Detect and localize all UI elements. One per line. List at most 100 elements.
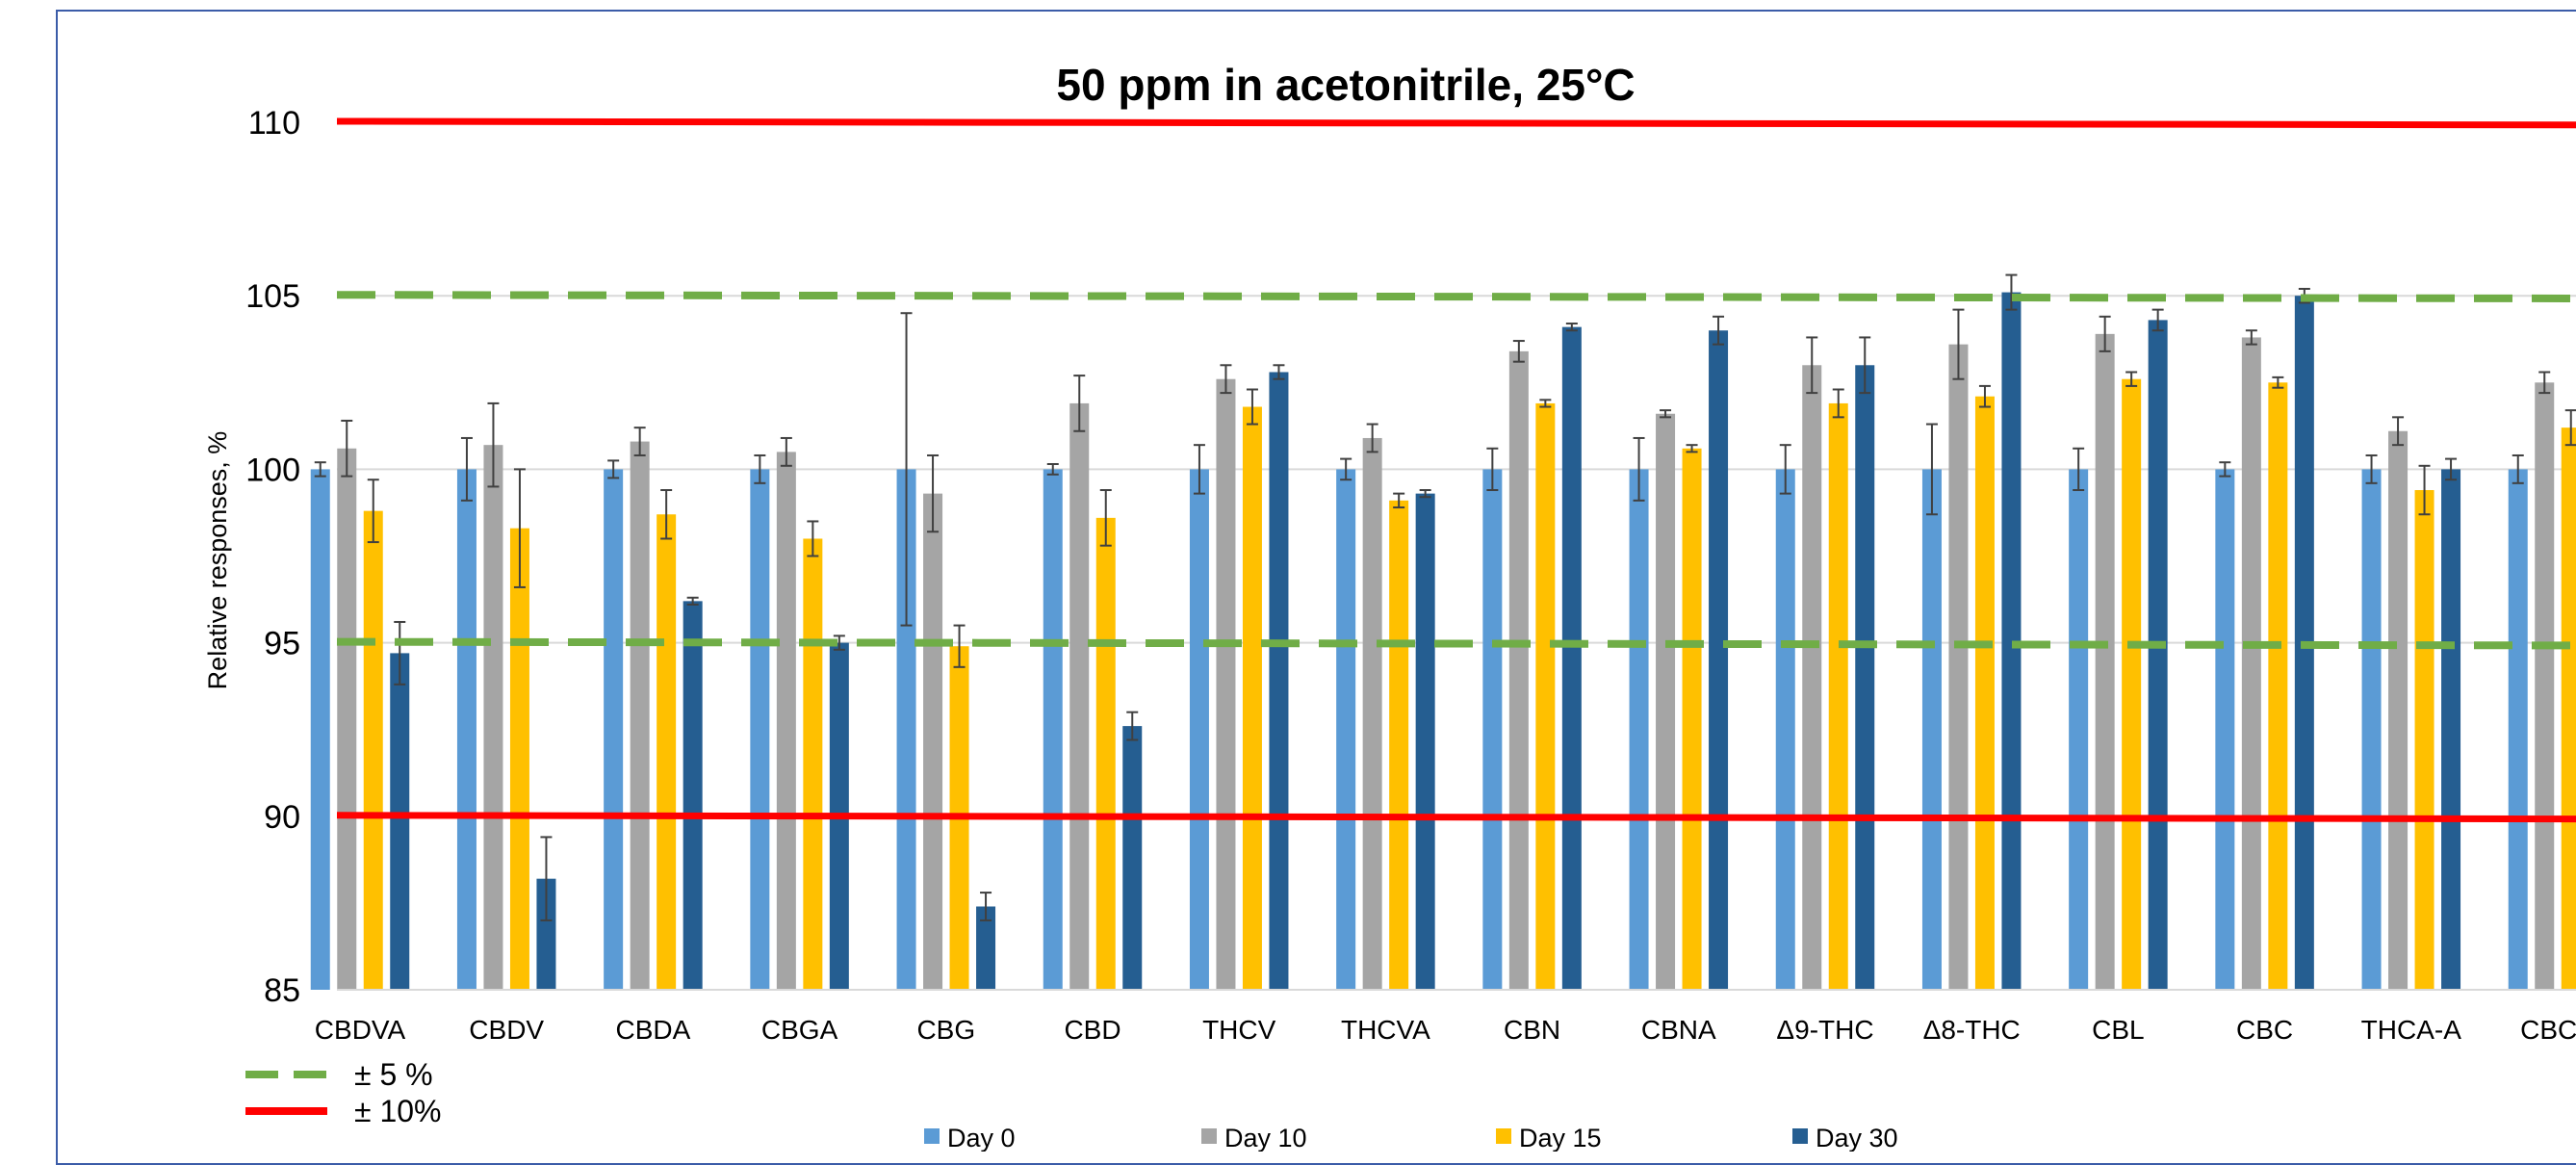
axes: 85 90 95 100 105 110 CBDVA CBDV CBDA CBGA CBG CBD TH…	[245, 105, 2576, 1045]
legend-swatch	[924, 1128, 940, 1144]
bar	[2095, 333, 2115, 990]
reference-line-5pct	[336, 637, 2576, 650]
bar	[803, 538, 823, 990]
bar	[1775, 469, 1795, 990]
legend-swatch	[1792, 1128, 1808, 1144]
legend-label: Day 15	[1519, 1124, 1602, 1152]
y-tick-label: 105	[245, 278, 300, 315]
bar	[2268, 382, 2288, 990]
bar	[1482, 469, 1503, 990]
legend-swatch	[1496, 1128, 1511, 1144]
bar	[2215, 469, 2235, 990]
bar	[1362, 437, 1382, 990]
bar	[2535, 382, 2555, 990]
bar	[1828, 402, 1848, 990]
bar	[1656, 413, 1676, 991]
bar	[483, 445, 503, 990]
bar	[310, 469, 330, 990]
bar	[456, 469, 477, 990]
bar	[1709, 330, 1729, 990]
x-category-label: CBDA	[616, 1015, 691, 1045]
legend-label: Day 30	[1816, 1124, 1898, 1152]
bar	[1122, 726, 1143, 990]
bar	[976, 906, 996, 990]
x-category-label: THCVA	[1341, 1015, 1430, 1045]
bar	[1242, 406, 1262, 990]
x-category-label: CBCA	[2520, 1015, 2576, 1045]
bar	[1974, 396, 1995, 990]
bar	[630, 441, 650, 990]
bar	[390, 653, 410, 990]
legend-label: ± 5 %	[354, 1057, 433, 1092]
x-category-label: CBG	[916, 1015, 975, 1045]
reference-lines	[336, 117, 2576, 823]
bar	[750, 469, 770, 990]
x-category-label: CBGA	[761, 1015, 838, 1045]
reference-legend: ± 5 %± 10%	[245, 1057, 442, 1128]
bar	[604, 469, 624, 990]
x-category-label: CBD	[1064, 1015, 1121, 1045]
bar	[1389, 500, 1409, 990]
bar	[1535, 402, 1556, 990]
y-axis-title: Relative responses, %	[203, 431, 232, 690]
x-category-label: CBNA	[1641, 1015, 1716, 1045]
y-tick-label: 95	[264, 626, 300, 662]
bar	[363, 510, 383, 990]
x-category-label: CBN	[1504, 1015, 1560, 1045]
bar	[657, 514, 677, 990]
legend-label: Day 0	[947, 1124, 1016, 1152]
bar	[1561, 326, 1582, 990]
series-legend: Day 0 Day 10 Day 15 Day 30	[924, 1124, 1898, 1152]
bar	[2148, 320, 2168, 991]
bar-chart: 85 90 95 100 105 110 CBDVA CBDV CBDA CBGA CBG CBD TH…	[203, 60, 2576, 1152]
x-category-label: CBDVA	[315, 1015, 406, 1045]
bar	[2414, 490, 2434, 990]
bar	[896, 469, 916, 990]
bar	[2508, 469, 2528, 990]
y-tick-label: 85	[264, 972, 300, 1009]
reference-line-5pct	[336, 291, 2576, 303]
bar	[2241, 337, 2261, 990]
bar	[2561, 427, 2576, 991]
bar	[2069, 469, 2089, 990]
bar	[2361, 469, 2382, 990]
bar	[509, 528, 529, 990]
x-category-label: CBDV	[469, 1015, 544, 1045]
bar	[337, 448, 357, 990]
bar	[2122, 378, 2142, 990]
bar	[2441, 469, 2461, 990]
x-category-label: THCA-A	[2361, 1015, 2462, 1045]
bar	[1921, 469, 1942, 990]
bar	[1855, 365, 1875, 990]
bar	[1508, 350, 1529, 990]
x-category-label: CBC	[2236, 1015, 2293, 1045]
bar	[2388, 430, 2409, 991]
bar	[1095, 517, 1116, 990]
bar	[1043, 469, 1063, 990]
bar	[1802, 365, 1822, 990]
error-bars	[314, 273, 2576, 921]
y-tick-label: 110	[248, 105, 300, 142]
bar	[1948, 344, 1969, 990]
bar	[1682, 448, 1702, 990]
bar	[536, 878, 556, 990]
legend-label: Day 10	[1224, 1124, 1307, 1152]
x-category-label: CBL	[2092, 1015, 2144, 1045]
y-tick-label: 90	[264, 799, 300, 836]
bar	[1269, 372, 1289, 990]
bar	[1336, 469, 1356, 990]
x-category-label: Δ8-THC	[1923, 1015, 2021, 1045]
reference-line-10pct	[336, 812, 2576, 823]
bar	[683, 601, 703, 990]
legend-label: ± 10%	[354, 1094, 442, 1128]
x-category-label: THCV	[1202, 1015, 1276, 1045]
bar	[1189, 469, 1209, 990]
x-category-label: Δ9-THC	[1776, 1015, 1873, 1045]
bar	[1415, 493, 1435, 990]
bar	[1069, 402, 1090, 990]
bar	[923, 493, 943, 990]
reference-line-10pct	[336, 117, 2576, 129]
legend-swatch	[1201, 1128, 1217, 1144]
bar	[1629, 469, 1649, 990]
chart-frame: 85 90 95 100 105 110 CBDVA CBDV CBDA CBGA CBG CBD TH…	[56, 10, 2576, 1165]
